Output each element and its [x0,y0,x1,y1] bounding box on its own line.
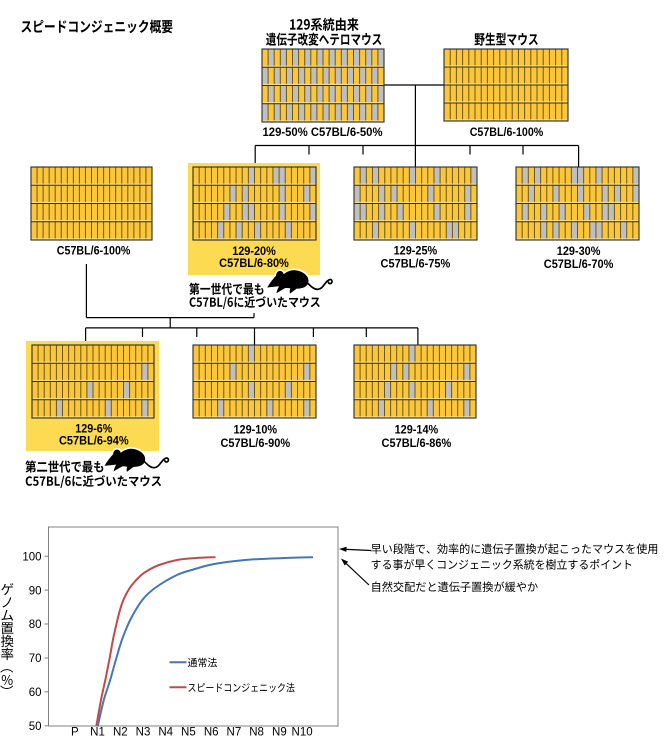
svg-text:C57BL/6-80%: C57BL/6-80% [219,256,289,270]
svg-text:C57BL/6-90%: C57BL/6-90% [220,436,290,450]
svg-text:90: 90 [29,585,42,597]
svg-text:129-25%: 129-25% [394,244,438,258]
svg-text:129-10%: 129-10% [234,422,278,436]
svg-text:N5: N5 [181,727,196,739]
svg-text:N10: N10 [292,727,313,739]
svg-text:80: 80 [29,619,42,631]
svg-text:C57BL/6-100%: C57BL/6-100% [470,125,544,139]
svg-text:C57BL/6-75%: C57BL/6-75% [381,257,451,271]
svg-text:N6: N6 [204,727,219,739]
svg-text:C57BL/6-70%: C57BL/6-70% [544,257,614,271]
svg-text:129-14%: 129-14% [395,422,439,436]
svg-text:129-6%: 129-6% [75,422,112,436]
svg-text:50: 50 [29,721,42,733]
svg-text:60: 60 [29,687,42,699]
svg-text:N8: N8 [249,727,264,739]
svg-text:N3: N3 [136,727,151,739]
svg-text:129-50% C57BL/6-50%: 129-50% C57BL/6-50% [263,125,383,139]
svg-text:N1: N1 [90,727,105,739]
svg-text:100: 100 [22,551,41,563]
svg-text:70: 70 [29,653,42,665]
svg-text:C57BL/6-86%: C57BL/6-86% [382,436,452,450]
svg-text:N4: N4 [158,727,173,739]
svg-text:N9: N9 [272,727,287,739]
svg-text:C57BL/6-100%: C57BL/6-100% [57,244,131,258]
svg-text:N7: N7 [227,727,242,739]
svg-text:P: P [71,727,79,739]
svg-text:C57BL/6-94%: C57BL/6-94% [59,433,129,447]
svg-text:129-30%: 129-30% [557,244,601,258]
svg-text:N2: N2 [113,727,128,739]
svg-text:129-20%: 129-20% [232,244,276,258]
